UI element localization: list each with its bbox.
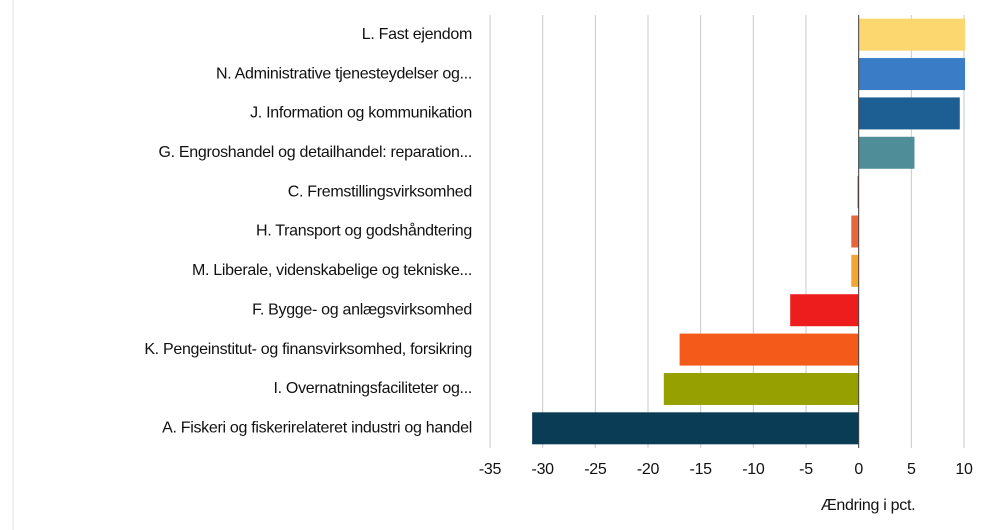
x-tick-label: 5 — [907, 461, 916, 478]
bar — [679, 333, 859, 366]
y-tick-label: M. Liberale, videnskabelige og tekniske.… — [192, 262, 472, 279]
y-tick-label: N. Administrative tjenesteydelser og... — [216, 65, 472, 82]
y-tick-label: I. Overnatningsfaciliteter og... — [273, 380, 472, 397]
y-tick-label: G. Engroshandel og detailhandel: reparat… — [158, 144, 472, 161]
bar — [858, 18, 966, 51]
bar — [790, 294, 859, 327]
bar — [857, 176, 859, 209]
y-tick-label: A. Fiskeri og fiskerirelateret industri … — [162, 420, 472, 437]
bar — [532, 412, 859, 445]
x-tick-label: -25 — [584, 461, 607, 478]
x-tick-label: -15 — [690, 461, 713, 478]
x-tick-label: 10 — [955, 461, 973, 478]
y-tick-label: K. Pengeinstitut- og finansvirksomhed, f… — [144, 341, 472, 358]
x-tick-label: -10 — [742, 461, 765, 478]
y-tick-label: H. Transport og godshåndtering — [256, 222, 472, 240]
y-tick-label: L. Fast ejendom — [362, 26, 472, 43]
bar — [851, 254, 859, 287]
x-tick-label: -35 — [479, 461, 502, 478]
bar — [858, 97, 960, 130]
y-tick-label: J. Information og kommunikation — [250, 105, 472, 122]
bar — [663, 372, 859, 405]
x-axis-title: Ændring i pct. — [821, 497, 916, 514]
x-tick-label: -30 — [532, 461, 555, 478]
bar — [851, 215, 859, 248]
bar — [858, 136, 915, 169]
x-tick-label: -20 — [637, 461, 660, 478]
x-tick-label: 0 — [854, 461, 863, 478]
x-tick-label: -5 — [799, 461, 813, 478]
bar — [858, 58, 966, 91]
y-tick-label: F. Bygge- og anlægsvirksomhed — [252, 301, 472, 318]
y-tick-label: C. Fremstillingsvirksomhed — [288, 183, 472, 200]
